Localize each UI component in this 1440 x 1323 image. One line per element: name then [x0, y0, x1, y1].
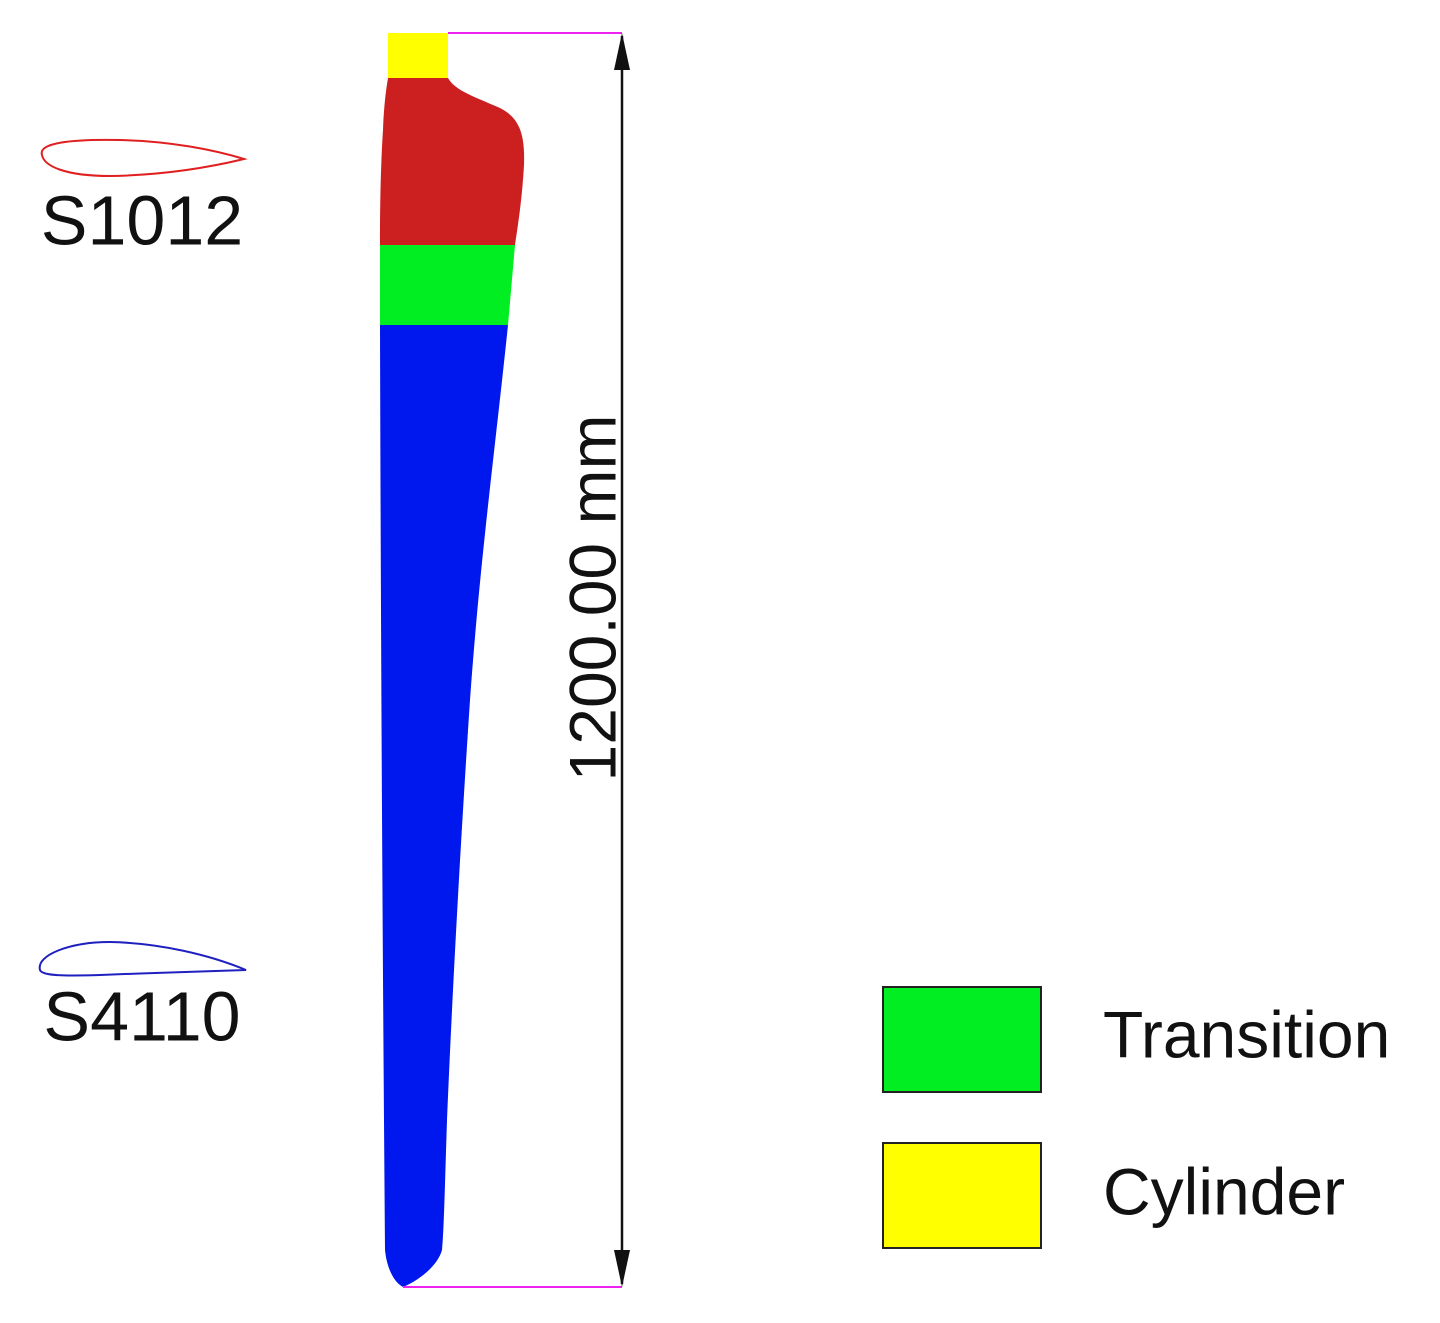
airfoil-label: S4110	[43, 977, 240, 1055]
legend-label: Transition	[1103, 997, 1390, 1071]
transition-section	[380, 245, 515, 325]
root-section	[380, 78, 525, 245]
legend-label: Cylinder	[1103, 1154, 1345, 1228]
arrowhead	[614, 1250, 630, 1287]
dimension-label: 1200.00 mm	[555, 415, 629, 782]
blade-section	[380, 325, 508, 1287]
legend-swatch	[882, 986, 1042, 1093]
airfoil-label: S1012	[41, 181, 243, 259]
airfoil-profile	[38, 940, 247, 977]
airfoil-profile	[40, 138, 248, 178]
arrowhead	[614, 33, 630, 70]
cylinder-section	[388, 33, 448, 79]
legend-swatch	[882, 1142, 1042, 1249]
